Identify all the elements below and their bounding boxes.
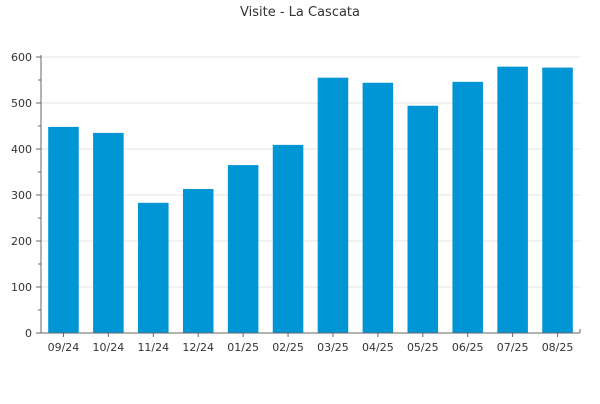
bar	[182, 189, 214, 333]
bar	[93, 132, 124, 333]
x-tick-label: 02/25	[272, 341, 304, 354]
y-tick-label: 400	[11, 143, 32, 156]
x-tick-label: 06/25	[452, 341, 484, 354]
bar	[362, 82, 394, 333]
bar	[407, 105, 439, 333]
y-tick-label: 600	[11, 51, 32, 64]
bar	[317, 77, 349, 333]
x-tick-label: 08/25	[542, 341, 574, 354]
bar	[227, 165, 259, 333]
x-tick-label: 07/25	[497, 341, 529, 354]
x-tick-label: 04/25	[362, 341, 394, 354]
bar	[48, 126, 79, 333]
y-tick-label: 100	[11, 281, 32, 294]
bar	[272, 144, 304, 333]
bar	[497, 66, 528, 333]
x-tick-label: 09/24	[48, 341, 80, 354]
x-tick-label: 01/25	[227, 341, 259, 354]
axes: 0 100 200 300 400 500 600 09/24 10/24 11/24 12/24 0…	[11, 51, 581, 354]
bar	[452, 81, 483, 333]
chart-title: Visite - La Cascata	[240, 5, 360, 20]
y-tick-label: 500	[11, 97, 32, 110]
y-tick-label: 300	[11, 189, 32, 202]
y-tick-label: 0	[25, 327, 32, 340]
y-tick-label: 200	[11, 235, 32, 248]
x-tick-label: 11/24	[137, 341, 169, 354]
x-tick-label: 12/24	[182, 341, 214, 354]
x-tick-label: 05/25	[407, 341, 439, 354]
x-tick-label: 03/25	[317, 341, 349, 354]
bar	[542, 67, 573, 333]
bars	[48, 66, 573, 333]
gridlines	[41, 56, 580, 288]
x-tick-label: 10/24	[93, 341, 125, 354]
bar	[138, 202, 169, 333]
